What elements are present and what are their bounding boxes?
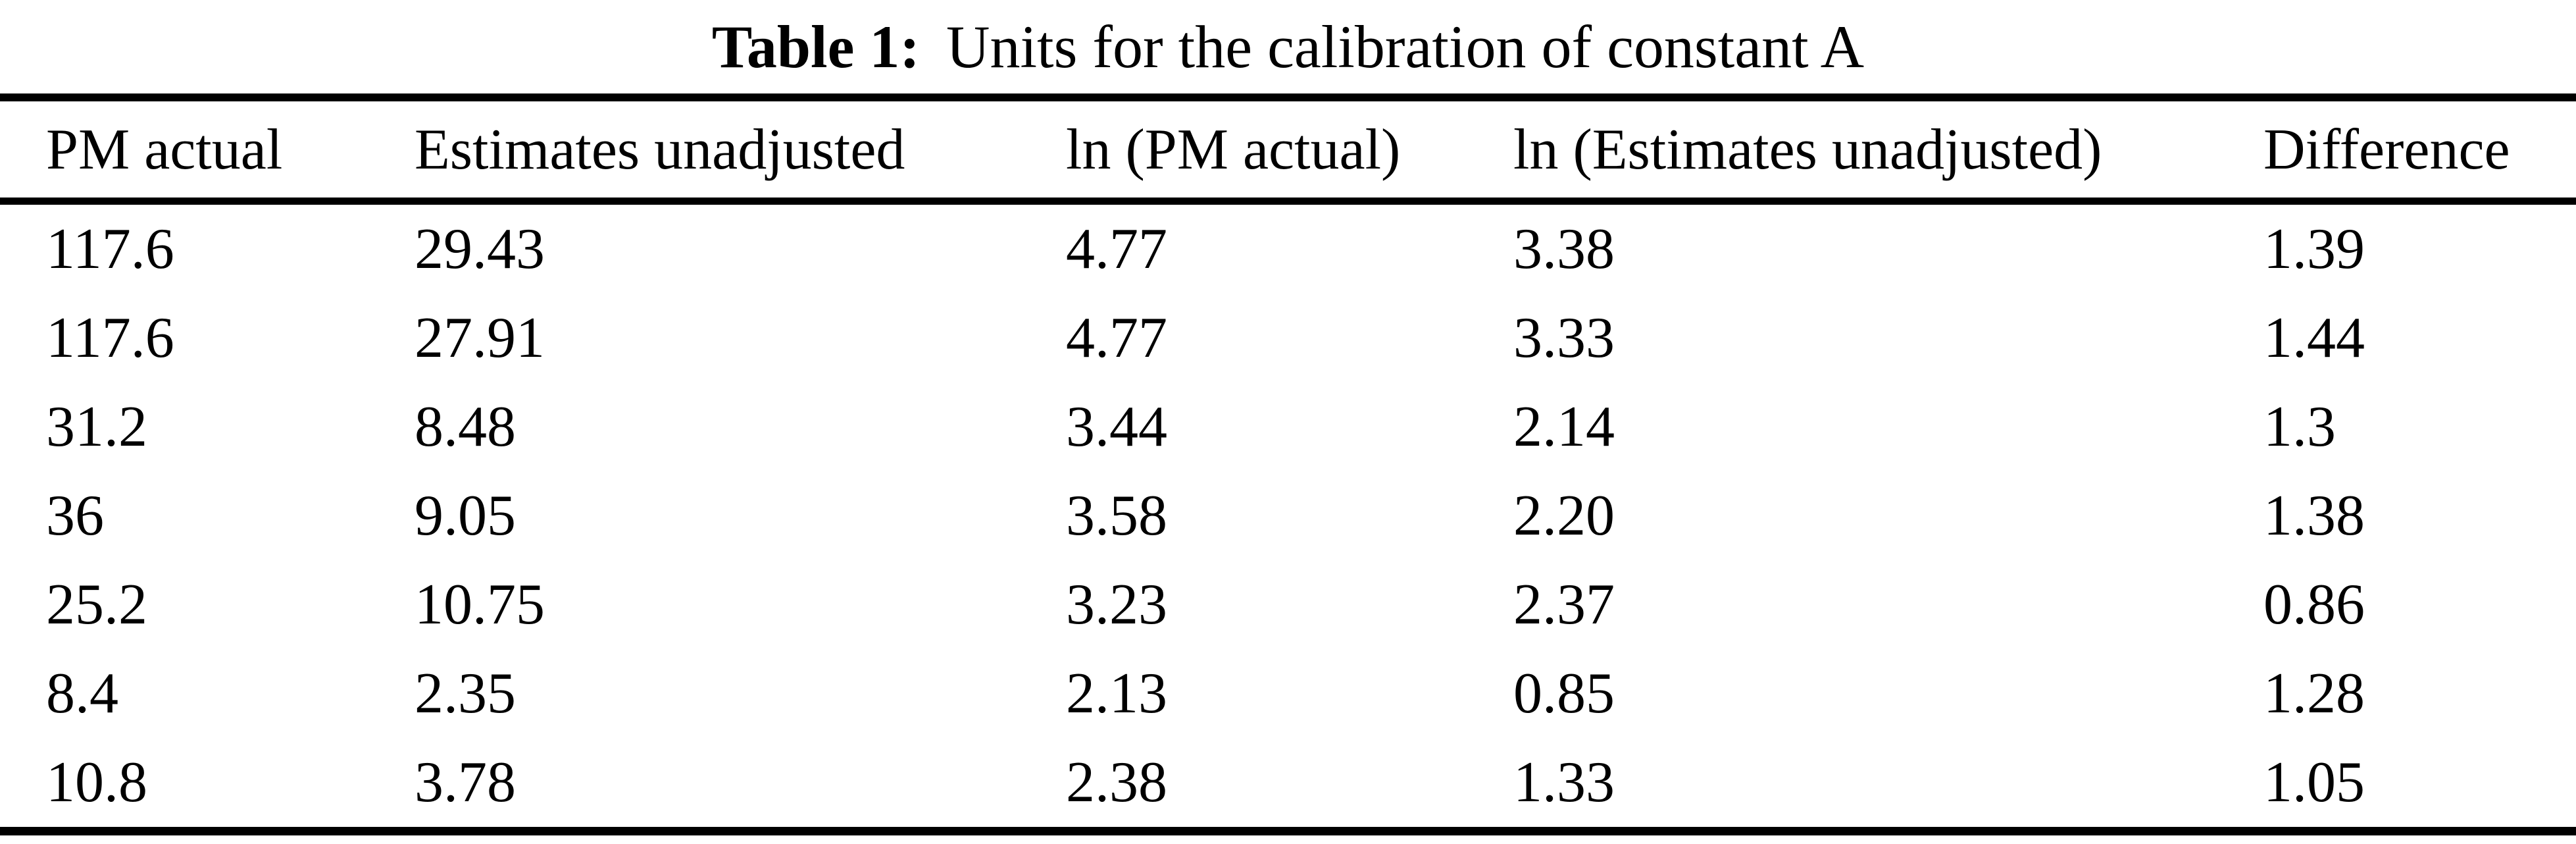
table-cell: 1.33 — [1513, 751, 1615, 814]
table-cell: 0.85 — [1513, 662, 1615, 725]
table-cell: 3.58 — [1066, 484, 1167, 548]
table-cell: 2.38 — [1066, 751, 1167, 814]
table-row: 117.6 29.43 4.77 3.38 1.39 — [0, 201, 2576, 294]
table-row: 8.4 2.35 2.13 0.85 1.28 — [0, 649, 2576, 738]
table-cell: 29.43 — [415, 217, 545, 281]
table-cell: 4.77 — [1066, 306, 1167, 370]
table-row: 117.6 27.91 4.77 3.33 1.44 — [0, 294, 2576, 382]
table-cell: 10.75 — [415, 573, 545, 637]
table-cell: 1.44 — [2263, 306, 2365, 370]
column-header-ln-pm-actual: ln (PM actual) — [1066, 97, 1513, 205]
table-cell: 117.6 — [46, 306, 174, 370]
table-cell: 0.86 — [2263, 573, 2365, 637]
table-cell: 3.78 — [415, 751, 516, 814]
table-cell: 3.33 — [1513, 306, 1615, 370]
table-cell: 1.38 — [2263, 484, 2365, 548]
table-cell: 2.13 — [1066, 662, 1167, 725]
table-caption-label: Table 1: — [711, 13, 921, 80]
table-cell: 3.23 — [1066, 573, 1167, 637]
table-caption: Table 1: Units for the calibration of co… — [0, 0, 2576, 93]
table-cell: 3.38 — [1513, 217, 1615, 281]
column-header-pm-actual: PM actual — [0, 97, 415, 205]
table-row: 36 9.05 3.58 2.20 1.38 — [0, 471, 2576, 560]
table-row: 25.2 10.75 3.23 2.37 0.86 — [0, 560, 2576, 649]
column-header-ln-estimates-unadjusted: ln (Estimates unadjusted) — [1513, 97, 2263, 205]
table-cell: 36 — [46, 484, 104, 548]
table-cell: 9.05 — [415, 484, 516, 548]
table-row: 10.8 3.78 2.38 1.33 1.05 — [0, 738, 2576, 831]
table-cell: 2.35 — [415, 662, 516, 725]
table-cell: 1.39 — [2263, 217, 2365, 281]
table-cell: 25.2 — [46, 573, 147, 637]
table-cell: 1.28 — [2263, 662, 2365, 725]
table-cell: 8.48 — [415, 395, 516, 459]
data-table: PM actual Estimates unadjusted ln (PM ac… — [0, 93, 2576, 835]
table-cell: 1.3 — [2263, 395, 2336, 459]
table-cell: 1.05 — [2263, 751, 2365, 814]
table-cell: 8.4 — [46, 662, 118, 725]
table-cell: 27.91 — [415, 306, 545, 370]
table-caption-text: Units for the calibration of constant A — [946, 13, 1865, 80]
table-cell: 2.37 — [1513, 573, 1615, 637]
column-header-estimates-unadjusted: Estimates unadjusted — [415, 97, 1066, 205]
table-cell: 10.8 — [46, 751, 147, 814]
header-row: PM actual Estimates unadjusted ln (PM ac… — [0, 97, 2576, 205]
table-cell: 3.44 — [1066, 395, 1167, 459]
table-row: 31.2 8.48 3.44 2.14 1.3 — [0, 382, 2576, 471]
table-cell: 2.14 — [1513, 395, 1615, 459]
table-cell: 117.6 — [46, 217, 174, 281]
table-cell: 2.20 — [1513, 484, 1615, 548]
column-header-difference: Difference — [2263, 97, 2576, 205]
table-cell: 4.77 — [1066, 217, 1167, 281]
table-cell: 31.2 — [46, 395, 147, 459]
